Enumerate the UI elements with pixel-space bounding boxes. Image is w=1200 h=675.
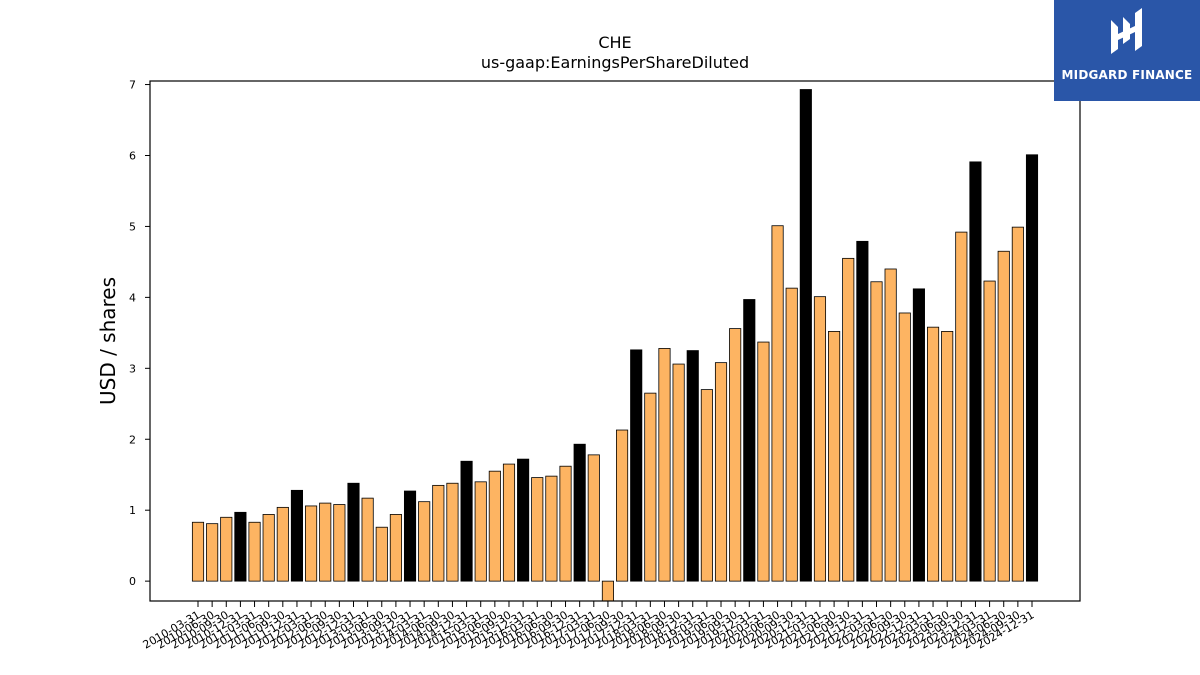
bar-2023-03-31 — [927, 326, 940, 582]
bar-2012-09-30 — [333, 504, 346, 582]
y-tick-label: 0 — [129, 575, 136, 588]
bar-2019-03-31 — [700, 389, 713, 582]
bar-2020-12-31 — [799, 89, 812, 582]
bar-2015-12-31 — [517, 458, 530, 582]
bar-2013-03-31 — [361, 497, 374, 582]
bar-2011-12-31 — [290, 489, 304, 582]
bar-2022-06-30 — [884, 268, 897, 582]
bar-2020-06-30 — [771, 225, 784, 582]
bar-2017-09-30 — [616, 429, 629, 582]
y-tick-label: 1 — [129, 504, 136, 517]
bar-2015-09-30 — [502, 463, 516, 582]
plot-frame — [149, 80, 1081, 602]
bar-2018-03-31 — [644, 392, 657, 582]
y-tick-label: 2 — [129, 433, 136, 446]
bar-2016-09-30 — [559, 465, 572, 582]
bar-2019-09-30 — [729, 328, 742, 582]
bar-2018-12-31 — [686, 350, 699, 582]
bar-2021-12-31 — [856, 240, 869, 582]
bar-2020-09-30 — [785, 287, 798, 582]
bar-2010-12-31 — [234, 511, 247, 582]
bar-2014-12-31 — [460, 460, 473, 582]
bar-2017-03-31 — [587, 454, 600, 582]
bar-2011-06-30 — [262, 514, 275, 582]
bar-2010-09-30 — [220, 516, 233, 582]
y-tick-label: 3 — [129, 362, 136, 375]
bar-2016-12-31 — [573, 443, 586, 582]
bar-2023-09-30 — [955, 231, 968, 582]
bar-2014-06-30 — [432, 484, 445, 582]
bar-2017-12-31 — [630, 349, 643, 582]
midgard-logo-mark-icon — [1111, 8, 1142, 54]
bar-2013-12-31 — [403, 490, 417, 582]
y-tick-label: 4 — [129, 291, 136, 304]
bar-2012-12-31 — [347, 482, 360, 582]
bar-2010-03-31 — [191, 521, 205, 582]
bar-2015-06-30 — [488, 470, 501, 582]
bar-2017-06-30 — [601, 580, 614, 602]
bar-2018-09-30 — [672, 363, 685, 582]
bar-2019-06-30 — [714, 362, 728, 582]
bar-2022-09-30 — [898, 312, 911, 582]
bar-2013-09-30 — [389, 514, 402, 582]
x-axis: 2010-03-312010-06-302010-09-302010-12-31… — [141, 601, 1037, 652]
bar-2016-06-30 — [545, 475, 558, 582]
bar-2021-09-30 — [842, 257, 855, 582]
bar-2018-06-30 — [658, 348, 671, 582]
bar-2024-09-30 — [1011, 226, 1024, 582]
y-tick-label: 5 — [129, 220, 136, 233]
bar-2024-03-31 — [983, 280, 996, 582]
y-tick-label: 7 — [129, 79, 136, 92]
bar-2023-06-30 — [941, 331, 954, 582]
bar-2010-06-30 — [206, 523, 219, 582]
bars-group — [191, 89, 1039, 602]
y-axis: 0 1 2 3 4 5 6 7 — [129, 79, 150, 588]
chart-subtitle: us-gaap:EarningsPerShareDiluted — [481, 53, 749, 72]
bar-2020-03-31 — [757, 341, 770, 582]
bar-2011-03-31 — [248, 521, 261, 582]
y-axis-label: USD / shares — [96, 277, 120, 405]
bar-2016-03-31 — [531, 477, 544, 582]
bar-2015-03-31 — [474, 481, 487, 582]
brand-name: MIDGARD FINANCE — [1061, 68, 1193, 82]
bar-2022-12-31 — [912, 288, 925, 582]
chart-title: CHE — [598, 33, 631, 52]
bar-2014-09-30 — [446, 482, 459, 582]
bar-2019-12-31 — [743, 299, 756, 582]
bar-2021-03-31 — [813, 296, 827, 582]
bar-2014-03-31 — [418, 501, 431, 582]
bar-2021-06-30 — [828, 331, 841, 582]
bar-2013-06-30 — [375, 526, 388, 582]
bar-2012-06-30 — [319, 502, 332, 582]
midgard-finance-logo: MIDGARD FINANCE — [1054, 0, 1200, 101]
y-tick-label: 6 — [129, 149, 136, 162]
bar-2011-09-30 — [276, 506, 289, 582]
bar-2023-12-31 — [969, 161, 982, 582]
bar-2012-03-31 — [305, 505, 318, 582]
bar-2024-06-30 — [997, 250, 1010, 582]
bar-2024-12-31 — [1025, 154, 1039, 582]
bar-2022-03-31 — [870, 281, 883, 582]
